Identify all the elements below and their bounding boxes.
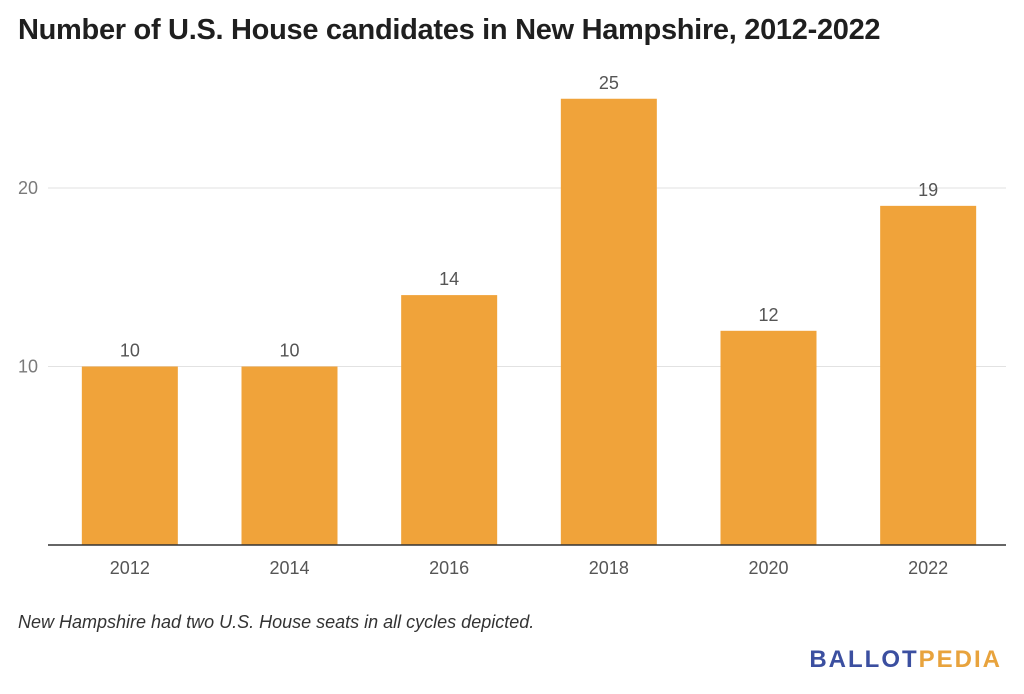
chart-title: Number of U.S. House candidates in New H… <box>18 14 881 46</box>
data-label-2018: 25 <box>599 73 619 93</box>
logo-part-pedia: PEDIA <box>918 646 1002 673</box>
y-tick-label-20: 20 <box>18 178 38 198</box>
x-tick-label-2014: 2014 <box>269 558 309 578</box>
bar-2020 <box>720 330 817 545</box>
data-label-2016: 14 <box>439 269 459 289</box>
data-labels: 10 10 14 25 12 19 <box>120 73 938 361</box>
logo-part-ballot: BALLOT <box>809 646 919 673</box>
data-label-2012: 10 <box>120 341 140 361</box>
gridlines <box>48 187 1006 367</box>
data-label-2014: 10 <box>279 341 299 361</box>
x-tick-label-2012: 2012 <box>110 558 150 578</box>
x-tick-label-2018: 2018 <box>589 558 629 578</box>
data-label-2022: 19 <box>918 180 938 200</box>
x-tick-label-2016: 2016 <box>429 558 469 578</box>
bar-2016 <box>401 295 498 545</box>
x-tick-label-2020: 2020 <box>748 558 788 578</box>
bar-2022 <box>880 205 977 545</box>
ballotpedia-logo[interactable]: BALLOTPEDIA <box>809 646 1002 674</box>
data-label-2020: 12 <box>758 305 778 325</box>
bar-2014 <box>241 366 338 545</box>
y-tick-label-10: 10 <box>18 357 38 377</box>
x-axis: 2012 2014 2016 2018 2020 2022 <box>48 544 1006 578</box>
bar-2012 <box>81 366 178 545</box>
y-axis: 10 20 <box>18 178 38 377</box>
footnote: New Hampshire had two U.S. House seats i… <box>18 612 535 632</box>
bars <box>81 98 977 545</box>
x-tick-label-2022: 2022 <box>908 558 948 578</box>
bar-2018 <box>560 98 657 545</box>
